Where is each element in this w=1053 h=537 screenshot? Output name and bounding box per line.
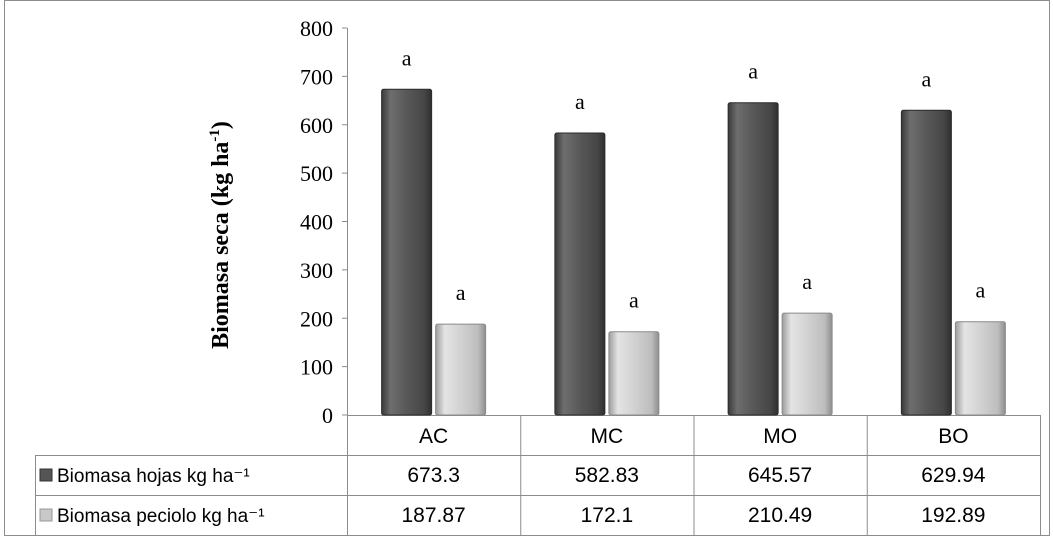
bar-annotation: a [456,280,466,305]
bar-peciolo-ac [435,323,487,416]
bars [381,88,1006,416]
bar-hojas-bo [900,109,952,416]
y-tick-label: 0 [322,403,333,428]
table-value: 187.87 [402,504,466,527]
bar-hojas-mo [727,102,779,416]
table-value: 673.3 [407,464,460,487]
bar-hojas-ac [381,88,433,416]
legend-key [39,468,53,482]
y-tick-label: 700 [300,64,333,89]
x-tick-label: AC [419,425,448,448]
x-tick-label: BO [938,425,968,448]
bar-annotation: a [921,66,931,91]
bar-annotation: a [629,288,639,313]
x-tick-label: MC [591,425,624,448]
table-value: 582.83 [575,464,639,487]
y-axis-title: Biomasa seca (kg ha-1) [207,121,234,349]
y-tick-label: 200 [300,306,333,331]
bar-annotation: a [802,269,812,294]
bar-annotation: a [575,89,585,114]
bar-annotation: a [402,45,412,70]
table-value: 629.94 [921,464,986,487]
data-table: AC MC MO BO Biomasa hojas kg ha⁻¹ 673.3 582.83… [35,415,1041,536]
bar-annotations: a a a a a a a a [402,45,986,312]
bar-peciolo-mc [608,331,660,416]
legend-key [39,508,53,522]
table-value: 192.89 [921,504,985,527]
y-axis-ticks: 0 100 200 300 400 500 600 700 800 [300,16,347,428]
table-value: 210.49 [748,504,812,527]
bar-peciolo-mo [781,312,833,416]
y-tick-label: 100 [300,355,333,380]
table-value: 172.1 [581,504,634,527]
legend-label: Biomasa peciolo kg ha⁻¹ [57,506,265,527]
bar-peciolo-bo [954,321,1006,416]
x-tick-label: MO [763,425,797,448]
bar-annotation: a [975,278,985,303]
y-tick-label: 600 [300,113,333,138]
y-tick-label: 300 [300,258,333,283]
y-tick-label: 800 [300,16,333,41]
y-tick-label: 400 [300,210,333,235]
y-tick-label: 500 [300,161,333,186]
bar-annotation: a [748,59,758,84]
table-value: 645.57 [748,464,812,487]
bar-hojas-mc [554,132,606,416]
legend-label: Biomasa hojas kg ha⁻¹ [57,466,250,487]
